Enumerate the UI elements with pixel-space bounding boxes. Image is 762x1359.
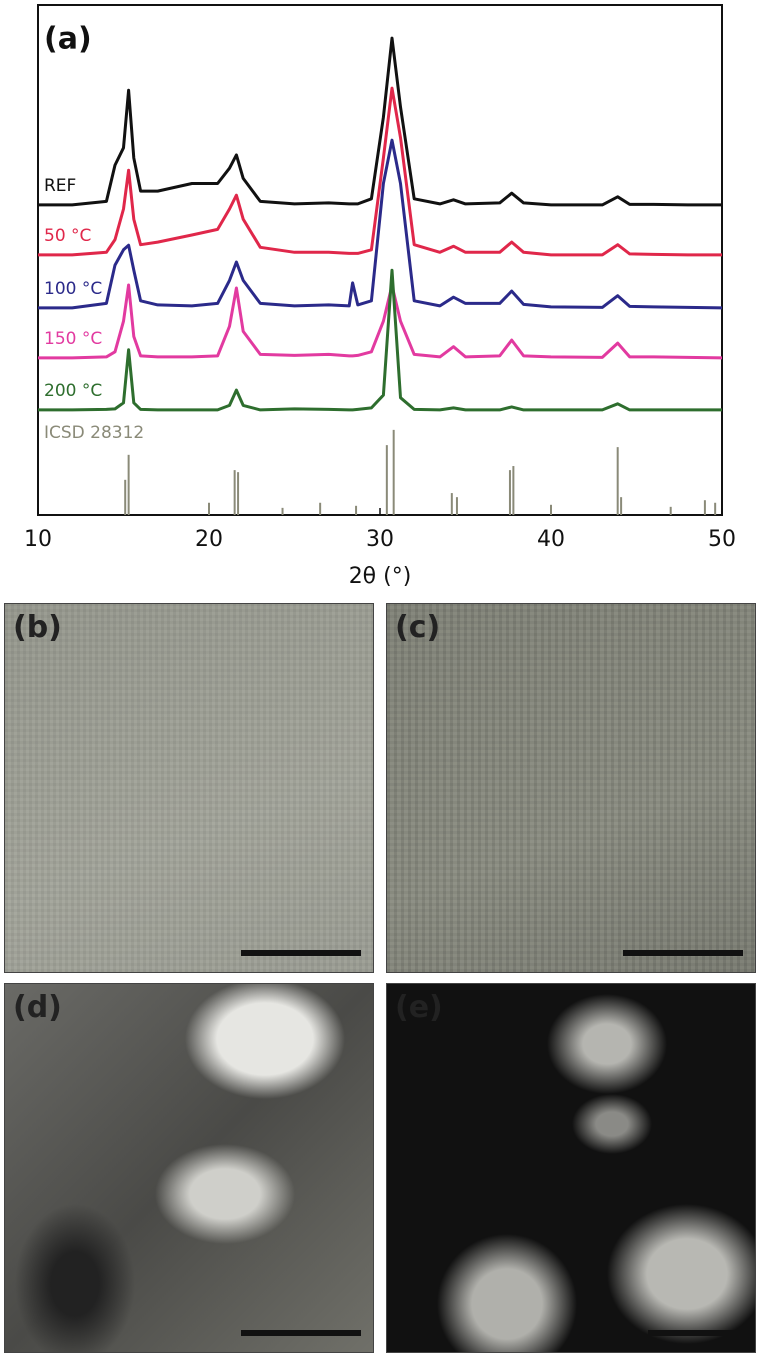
scale-bar	[623, 950, 743, 956]
panel-label: (d)	[13, 990, 62, 1025]
image-panel: (d)	[4, 983, 374, 1353]
xrd-line	[38, 86, 722, 257]
x-tick-label: 50	[708, 527, 736, 552]
x-tick-label: 30	[366, 527, 394, 552]
x-tick-label: 10	[24, 527, 52, 552]
scale-bar	[648, 1330, 743, 1336]
series-label: 100 °C	[44, 279, 102, 299]
panel-label: (b)	[13, 610, 62, 645]
scale-bar	[241, 1330, 361, 1336]
x-axis-label: 2θ (°)	[349, 564, 412, 589]
x-tick-label: 40	[537, 527, 565, 552]
panel-label: (a)	[44, 22, 92, 57]
panel-label: (c)	[395, 610, 441, 645]
x-tick-label: 20	[195, 527, 223, 552]
xrd-line	[38, 283, 723, 360]
xrd-line	[38, 138, 723, 310]
xrd-chart: (a) 2θ (°) 10 20 30 40 50 ICSD 28312 REF 50 °C 1…	[24, 4, 736, 589]
series-label: 200 °C	[44, 381, 102, 401]
xrd-line	[38, 268, 722, 412]
series-label: 150 °C	[44, 329, 102, 349]
scale-bar	[241, 950, 361, 956]
reference-label: ICSD 28312	[44, 423, 144, 443]
series-label: REF	[44, 176, 76, 196]
image-panel: (b)	[4, 603, 374, 973]
image-panel: (c)	[386, 603, 756, 973]
series-label: 50 °C	[44, 226, 91, 246]
xrd-line	[38, 36, 722, 207]
image-panel: (e)	[386, 983, 756, 1353]
panel-label: (e)	[395, 990, 443, 1025]
